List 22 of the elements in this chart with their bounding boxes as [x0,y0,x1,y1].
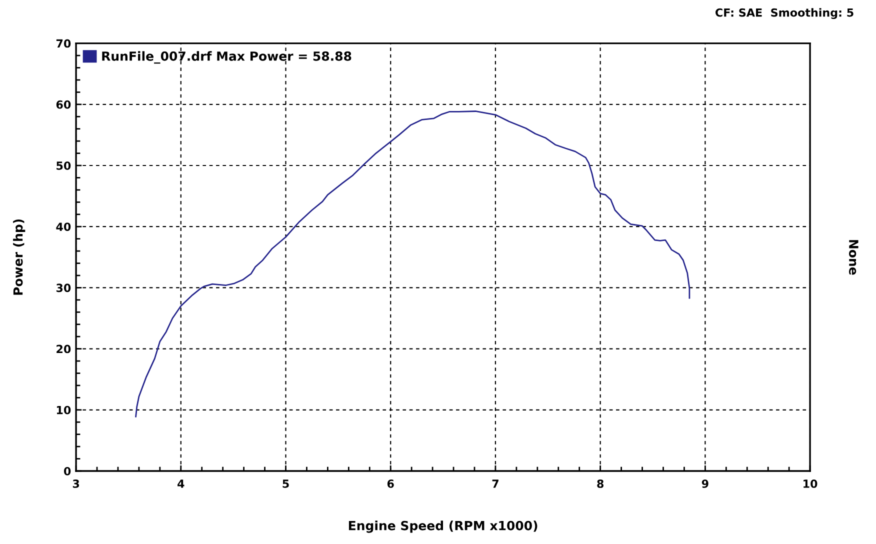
x-axis-title: Engine Speed (RPM x1000) [348,520,538,533]
y-tick-label: 70 [56,39,71,48]
y-tick-label: 40 [56,222,71,231]
x-tick-label: 8 [597,480,604,488]
y-tick-label: 50 [56,161,71,170]
y-tick-label: 60 [56,100,71,109]
x-tick-label: 9 [702,480,708,488]
y-tick-label: 20 [56,344,71,354]
y2-axis-title: None [848,240,858,275]
y-axis-title: Power (hp) [13,219,26,295]
x-tick-label: 6 [387,480,394,488]
x-tick-label: 4 [178,480,184,488]
y-tick-label: 0 [64,466,71,476]
x-tick-label: 3 [72,480,80,488]
x-tick-label: 10 [804,480,818,488]
line-series [135,110,690,418]
x-tick-label: 5 [282,480,289,488]
y-tick-label: 10 [56,406,71,414]
text: CF: SAE Smoothing: 5 [716,8,854,19]
x-tick-label: 7 [492,480,498,488]
y-tick-label: 30 [56,284,71,292]
legend-label: RunFile_007.drf Max Power = 58.88 [102,51,352,64]
